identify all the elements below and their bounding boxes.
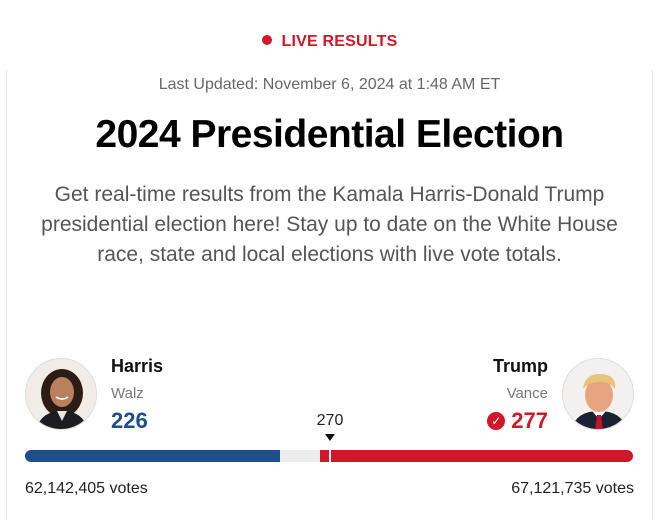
trump-name: Trump [492, 356, 548, 376]
harris-electoral-votes: 226 [111, 408, 148, 433]
page-description: Get real-time results from the Kamala Ha… [41, 183, 618, 266]
checkmark-icon: ✓ [487, 412, 506, 430]
harris-popular-votes: 62,142,405 votes [25, 480, 148, 497]
last-updated: Last Updated: November 6, 2024 at 1:48 A… [158, 76, 501, 93]
live-dot-icon [261, 35, 272, 45]
trump-avatar [562, 358, 634, 430]
harris-name: Harris [111, 356, 164, 376]
trump-electoral-votes-wrap: ✓ 277 [487, 408, 548, 434]
threshold-marker [329, 450, 332, 462]
harris-avatar [25, 358, 97, 430]
live-results-banner: LIVE RESULTS [0, 33, 659, 51]
electoral-vote-bar [25, 450, 633, 462]
frame-border-right [652, 70, 653, 520]
harris-running-mate: Walz [111, 385, 144, 402]
page-title: 2024 Presidential Election [95, 113, 564, 156]
trump-running-mate: Vance [506, 385, 548, 402]
frame-border-left [6, 70, 7, 520]
harris-bar-segment [25, 450, 281, 462]
trump-bar-segment [319, 450, 633, 462]
triangle-down-icon [325, 434, 335, 441]
trump-electoral-votes: 277 [511, 408, 548, 433]
threshold-label: 270 [316, 412, 344, 429]
trump-popular-votes: 67,121,735 votes [511, 480, 634, 497]
live-results-label: LIVE RESULTS [281, 33, 398, 50]
